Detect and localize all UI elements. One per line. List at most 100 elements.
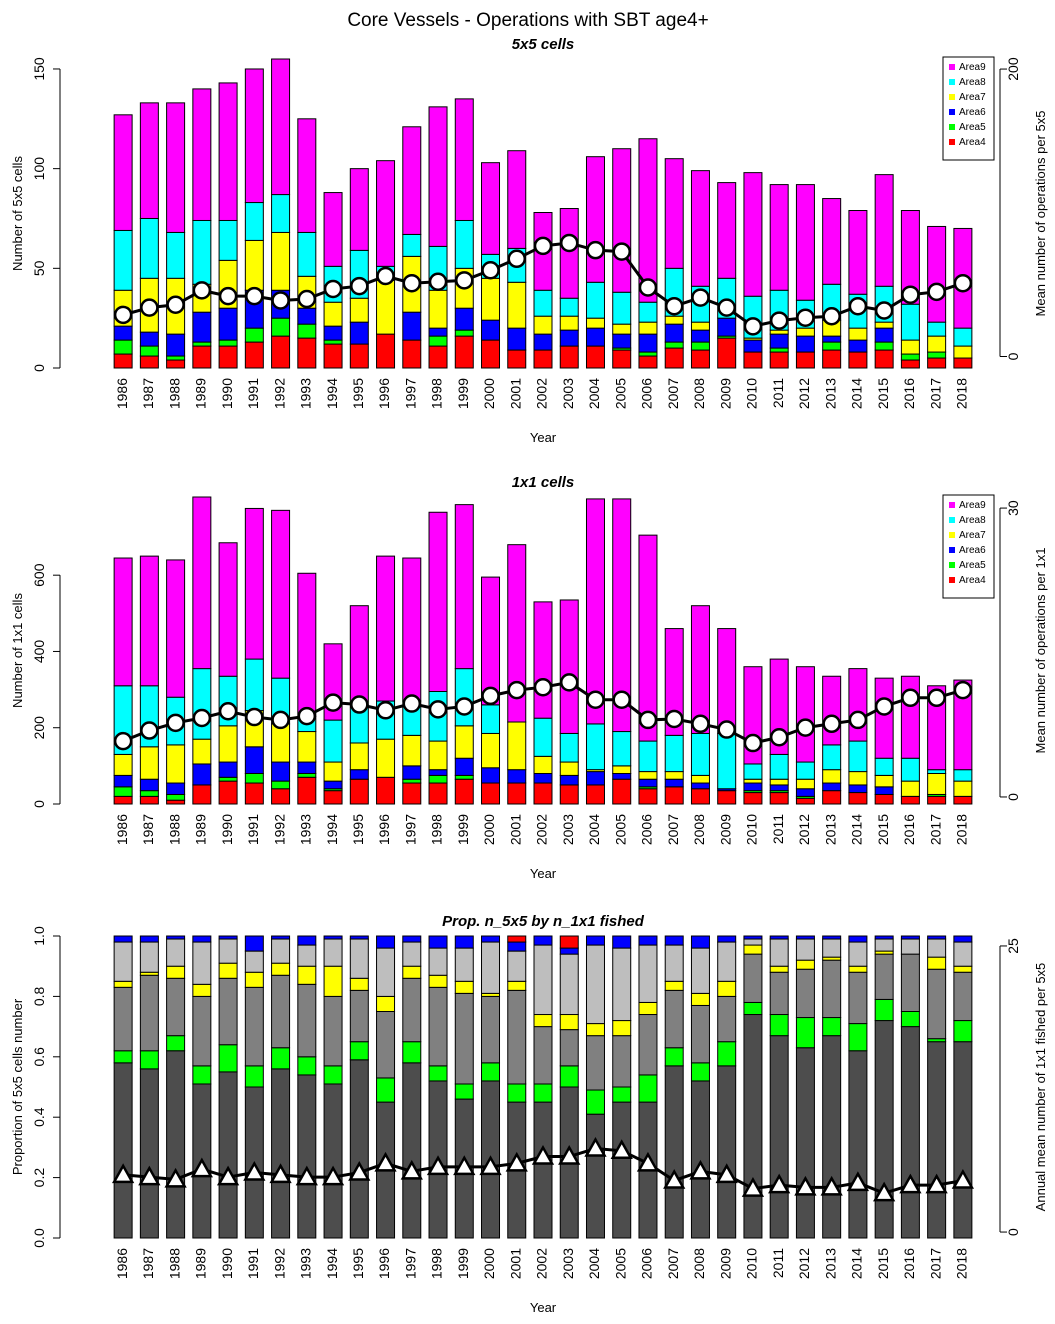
panel-title: 5x5 cells (512, 36, 575, 53)
bar-segment (507, 941, 527, 952)
bar-segment (454, 504, 474, 670)
bar-segment (717, 1065, 737, 1239)
x-tick-label: 2009 (717, 378, 733, 409)
line-marker (400, 1159, 423, 1180)
bar-segment (874, 786, 894, 795)
bar-segment (690, 605, 710, 734)
bar-segment (927, 938, 947, 958)
bar-segment (612, 935, 632, 949)
bar-segment (139, 795, 159, 805)
bar-segment (139, 355, 159, 369)
bar-segment (323, 938, 343, 967)
line-marker (505, 1151, 528, 1172)
bar-segment (507, 349, 527, 369)
line-marker (636, 1151, 660, 1172)
bar-segment (533, 1014, 553, 1028)
line-marker (953, 273, 973, 293)
x-tick-label: 1991 (245, 814, 261, 845)
line-marker (297, 706, 317, 726)
bar-segment (297, 323, 317, 339)
bar-segment (192, 983, 212, 997)
y-axis-title: Number of 5x5 cells (10, 156, 25, 271)
bar-segment (349, 778, 369, 805)
bar-segment (953, 795, 973, 805)
bar-segment (848, 771, 868, 786)
bar-segment (795, 968, 815, 1019)
bar-segment (953, 769, 973, 782)
legend-swatch (949, 577, 955, 583)
bar-segment (113, 114, 133, 231)
x-tick-label: 2015 (875, 1248, 891, 1279)
legend-swatch (949, 124, 955, 130)
line-marker (350, 276, 369, 296)
bar-segment (717, 980, 737, 997)
bar-segment (612, 148, 632, 293)
bar-segment (323, 761, 343, 782)
bar-segment (297, 1074, 317, 1239)
bar-segment (402, 977, 422, 1043)
bar-segment (481, 704, 501, 734)
bar-segment (244, 746, 264, 774)
bar-segment (743, 1014, 763, 1239)
x-tick-label: 2014 (849, 1248, 865, 1279)
bar-segment (139, 1068, 159, 1239)
bar-segment (664, 628, 684, 736)
x-tick-label: 1989 (193, 378, 209, 409)
bar-segment (113, 753, 133, 776)
bar-segment (533, 315, 553, 335)
bar-segment (664, 734, 684, 773)
x-tick-label: 1994 (324, 814, 340, 845)
bar-segment (900, 359, 920, 369)
bar-segment (323, 1083, 343, 1239)
bar-segment (402, 233, 422, 257)
bar-segment (428, 935, 448, 949)
legend-label: Area5 (959, 122, 986, 133)
bar-segment (139, 345, 159, 357)
bar-segment (664, 786, 684, 805)
y2-tick-label: 0 (1005, 1228, 1021, 1236)
bar-segment (612, 947, 632, 1022)
x-tick-label: 2010 (744, 814, 760, 845)
legend-swatch (949, 517, 955, 523)
bar-segment (690, 1080, 710, 1239)
bar-segment (402, 557, 422, 702)
bar-segment (559, 761, 579, 776)
bar-segment (664, 347, 684, 369)
bar-segment (585, 327, 605, 347)
bar-segment (297, 1056, 317, 1076)
bar-segment (297, 761, 317, 774)
y-tick-label: 0.6 (31, 1047, 47, 1067)
bar-segment (559, 345, 579, 369)
bar-segment (271, 231, 291, 291)
bar-segment (900, 1026, 920, 1239)
x-tick-label: 2012 (796, 1248, 812, 1279)
bar-segment (795, 335, 815, 353)
bar-segment (139, 941, 159, 973)
bar-segment (192, 341, 212, 347)
x-axis-title: Year (530, 1300, 557, 1315)
x-tick-label: 2015 (875, 814, 891, 845)
bar-segment (323, 325, 343, 341)
bar-segment (664, 771, 684, 780)
bar-segment (717, 628, 737, 734)
bar-segment (271, 194, 291, 233)
bar-segment (192, 1065, 212, 1085)
y-tick-label: 0.8 (31, 986, 47, 1006)
x-tick-label: 1986 (114, 814, 130, 845)
bar-segment (822, 769, 842, 784)
line-marker (216, 1165, 240, 1186)
bar-segment (822, 335, 842, 343)
bar-segment (113, 325, 133, 341)
bar-segment (192, 668, 212, 740)
legend-label: Area4 (959, 137, 986, 148)
x-tick-label: 1993 (298, 814, 314, 845)
bar-segment (244, 986, 264, 1067)
bar-segment (769, 1014, 789, 1037)
bar-segment (690, 341, 710, 351)
line-marker (350, 695, 369, 714)
x-tick-label: 2008 (691, 378, 707, 409)
bar-segment (139, 790, 159, 797)
bar-segment (507, 150, 527, 249)
bar-segment (769, 184, 789, 291)
bar-segment (927, 335, 947, 353)
